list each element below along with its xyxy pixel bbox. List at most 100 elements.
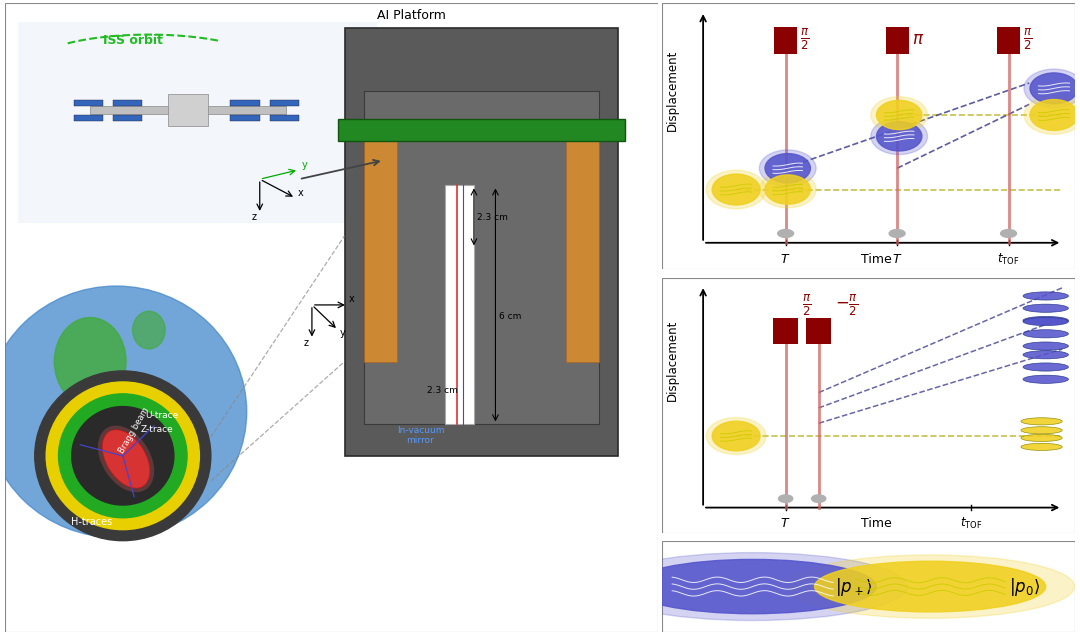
Ellipse shape — [1021, 434, 1063, 441]
Text: H-traces: H-traces — [70, 517, 112, 527]
Circle shape — [629, 559, 877, 613]
Text: $-\frac{\pi}{2}$: $-\frac{\pi}{2}$ — [835, 293, 859, 318]
Circle shape — [814, 561, 1045, 612]
Circle shape — [706, 170, 766, 209]
Ellipse shape — [113, 403, 159, 459]
Text: 2.3 cm: 2.3 cm — [476, 213, 508, 222]
Circle shape — [598, 552, 907, 620]
Circle shape — [765, 175, 810, 204]
Text: AI Platform: AI Platform — [377, 9, 446, 22]
Text: Time: Time — [861, 517, 892, 530]
Circle shape — [1024, 96, 1080, 134]
Circle shape — [58, 394, 187, 518]
Ellipse shape — [778, 494, 794, 503]
Ellipse shape — [889, 229, 906, 238]
Text: x: x — [298, 188, 303, 198]
Circle shape — [765, 154, 810, 183]
Bar — [364, 91, 599, 424]
Ellipse shape — [1023, 316, 1068, 324]
Circle shape — [46, 382, 200, 530]
Ellipse shape — [1023, 363, 1068, 371]
Ellipse shape — [1023, 351, 1068, 359]
Bar — [774, 27, 797, 54]
Text: 6 cm: 6 cm — [499, 312, 521, 321]
Text: $|p_0\rangle$: $|p_0\rangle$ — [1009, 575, 1040, 598]
Text: x: x — [349, 294, 355, 304]
Ellipse shape — [1021, 418, 1063, 425]
Ellipse shape — [777, 229, 794, 238]
Circle shape — [712, 174, 760, 205]
Circle shape — [759, 150, 816, 187]
Ellipse shape — [44, 434, 97, 478]
Bar — [566, 135, 599, 361]
Text: Displacement: Displacement — [665, 319, 678, 401]
Bar — [73, 100, 104, 106]
Bar — [230, 100, 260, 106]
Bar — [345, 29, 619, 456]
Circle shape — [877, 122, 922, 151]
Text: Time: Time — [861, 253, 892, 265]
Ellipse shape — [1000, 229, 1017, 238]
Bar — [338, 119, 625, 142]
Text: z: z — [252, 212, 257, 222]
Bar — [230, 115, 260, 121]
Text: $T$: $T$ — [781, 517, 791, 530]
Ellipse shape — [811, 494, 826, 503]
Bar — [73, 115, 104, 121]
Bar — [886, 27, 908, 54]
Bar — [168, 95, 207, 126]
Text: $|p_+\rangle$: $|p_+\rangle$ — [835, 575, 873, 598]
Text: U-trace: U-trace — [146, 411, 179, 420]
Bar — [807, 319, 832, 344]
Text: $t_{\rm TOF}$: $t_{\rm TOF}$ — [998, 251, 1020, 267]
Text: Displacement: Displacement — [665, 50, 678, 131]
Circle shape — [71, 406, 174, 505]
Circle shape — [1030, 100, 1078, 130]
Ellipse shape — [1023, 304, 1068, 312]
Text: $\frac{\pi}{2}$: $\frac{\pi}{2}$ — [1023, 27, 1032, 52]
Bar — [445, 185, 474, 424]
Ellipse shape — [54, 318, 126, 406]
Ellipse shape — [1023, 375, 1068, 384]
Circle shape — [870, 97, 928, 133]
Circle shape — [712, 421, 760, 451]
Text: Bragg beam: Bragg beam — [118, 405, 151, 455]
Text: Z-trace: Z-trace — [141, 425, 174, 434]
Bar — [113, 100, 143, 106]
Text: In-vacuum
mirror: In-vacuum mirror — [396, 426, 444, 445]
Circle shape — [870, 118, 928, 154]
Circle shape — [35, 371, 211, 540]
Bar — [997, 27, 1021, 54]
Circle shape — [877, 100, 922, 130]
Text: y: y — [339, 328, 346, 338]
Ellipse shape — [1023, 318, 1068, 326]
Bar — [364, 135, 396, 361]
Circle shape — [706, 417, 766, 455]
Text: 2.3 cm: 2.3 cm — [427, 386, 458, 395]
Text: y: y — [302, 160, 308, 170]
Circle shape — [785, 555, 1075, 618]
Bar — [91, 105, 286, 114]
Ellipse shape — [103, 430, 150, 488]
Circle shape — [759, 171, 816, 208]
Bar — [270, 100, 299, 106]
Text: $\frac{\pi}{2}$: $\frac{\pi}{2}$ — [800, 27, 810, 52]
Circle shape — [0, 286, 246, 537]
Text: $T$: $T$ — [892, 253, 902, 265]
Text: $\pi$: $\pi$ — [912, 30, 923, 48]
Text: z: z — [305, 338, 309, 348]
Ellipse shape — [1021, 427, 1063, 434]
Text: ISS orbit: ISS orbit — [104, 34, 163, 47]
Circle shape — [1024, 69, 1080, 108]
Bar — [113, 115, 143, 121]
Ellipse shape — [1023, 342, 1068, 350]
Text: $\frac{\pi}{2}$: $\frac{\pi}{2}$ — [802, 293, 811, 318]
Ellipse shape — [98, 425, 154, 492]
Ellipse shape — [1023, 292, 1068, 300]
Bar — [773, 319, 798, 344]
Ellipse shape — [1021, 443, 1063, 450]
Bar — [270, 115, 299, 121]
Bar — [18, 22, 377, 223]
Ellipse shape — [133, 311, 165, 349]
Ellipse shape — [1023, 330, 1068, 338]
